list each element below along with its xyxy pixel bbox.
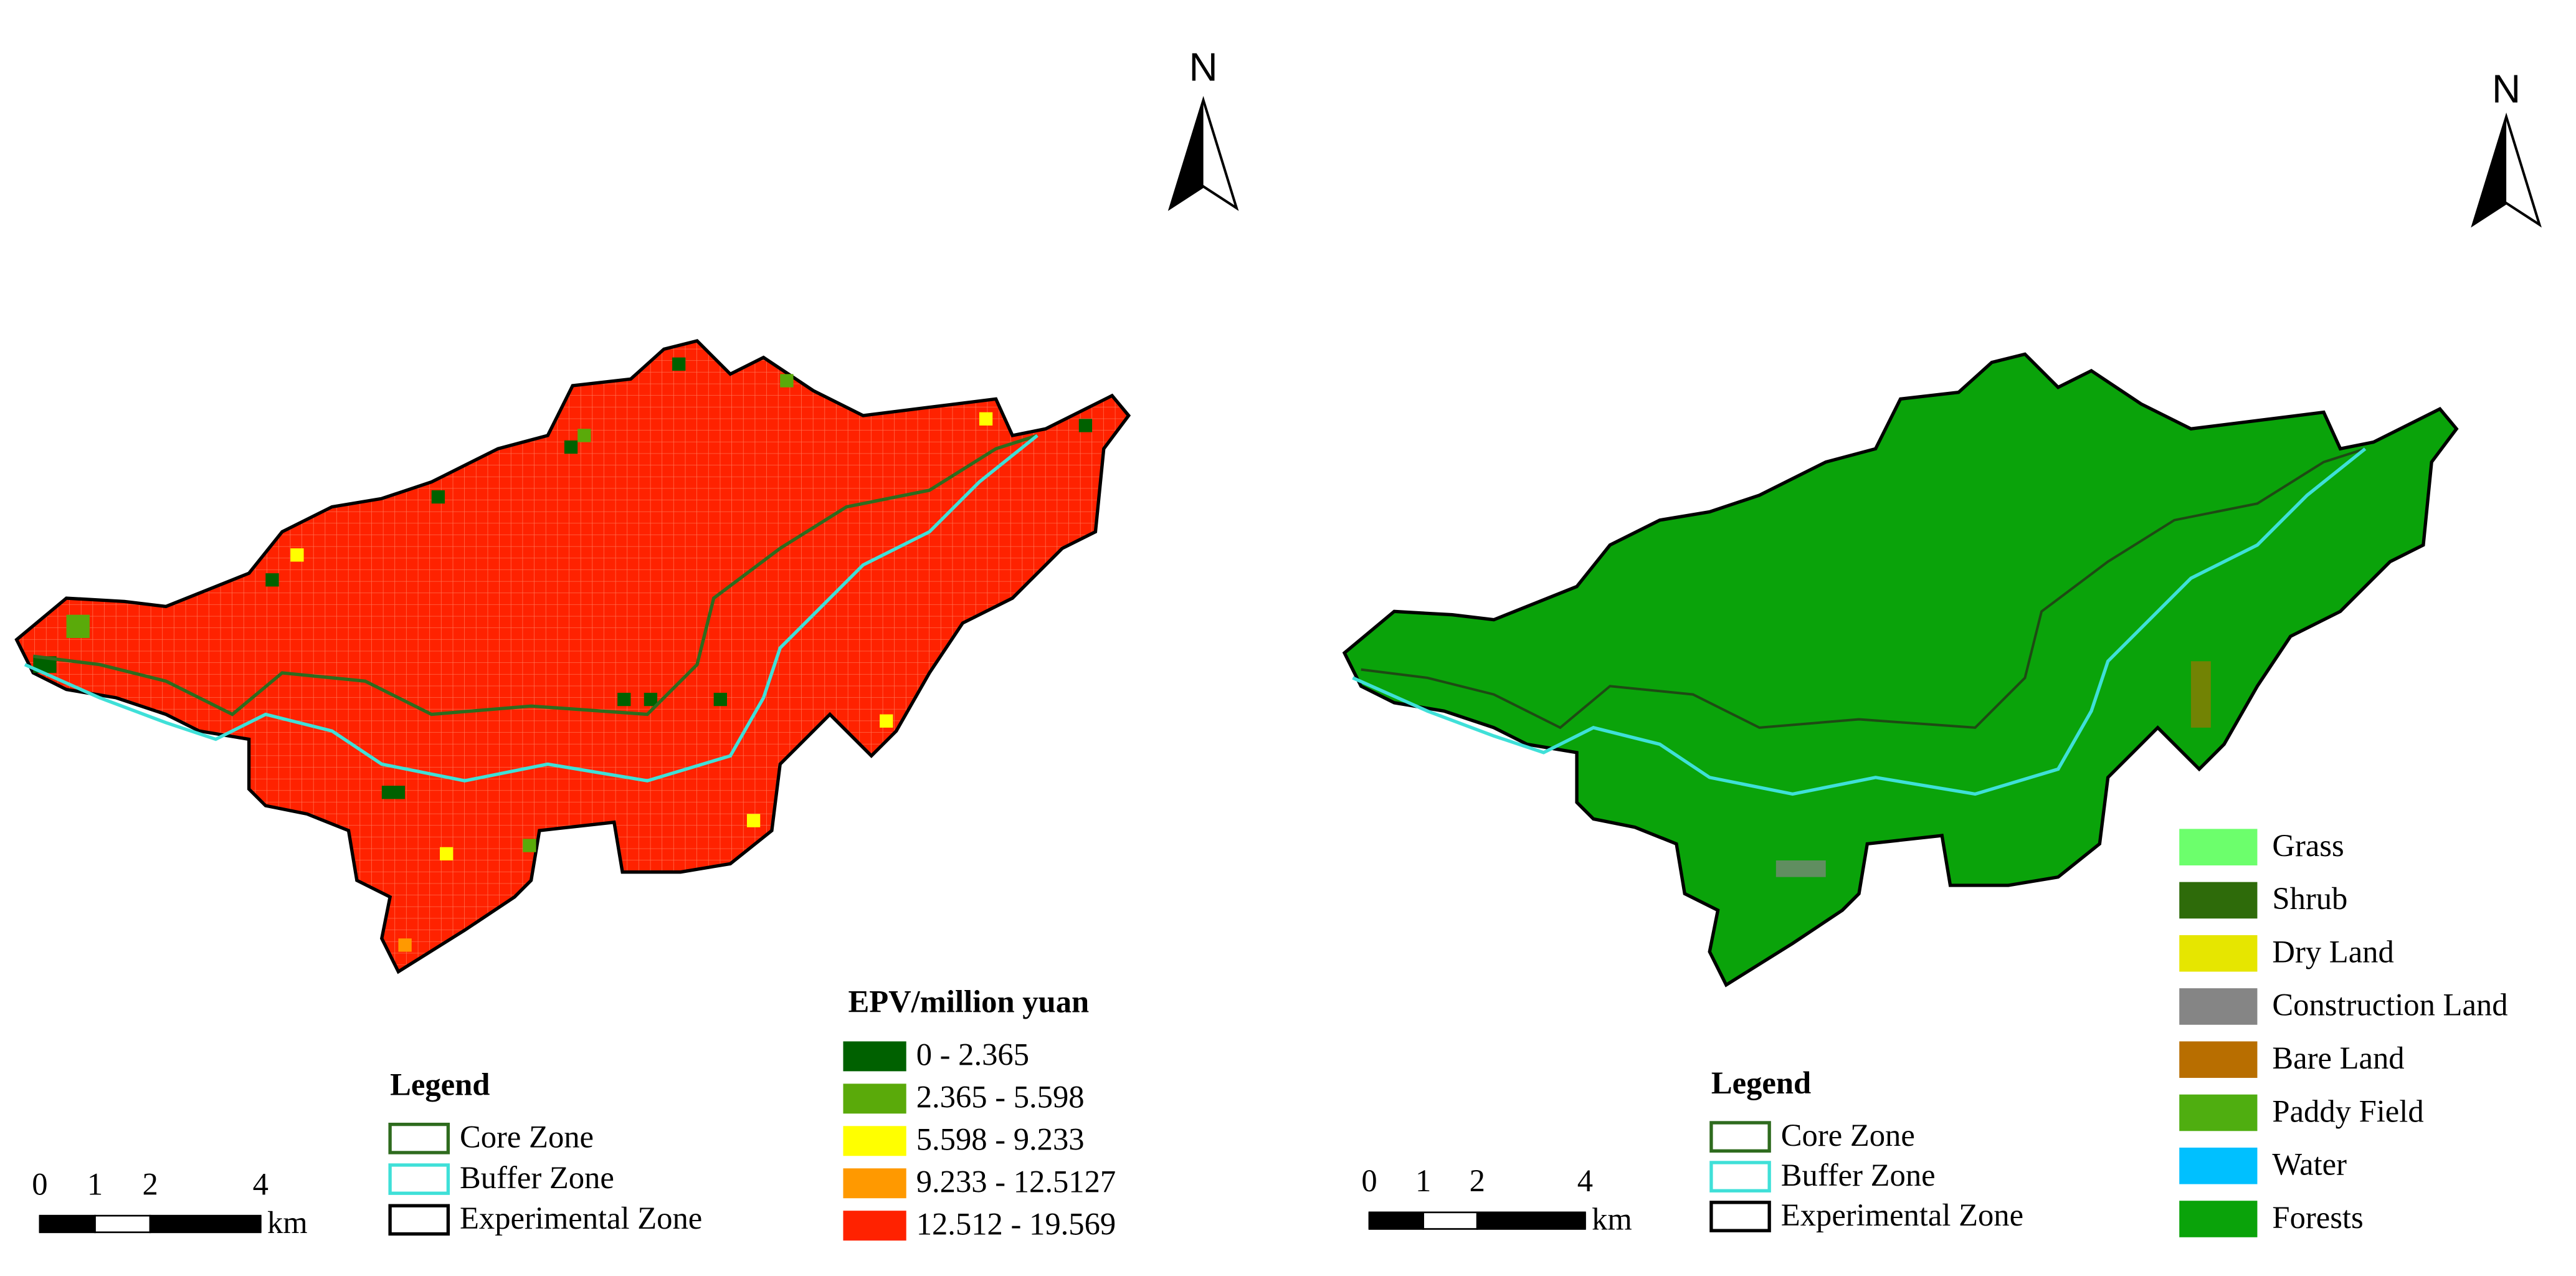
class-label: Grass — [2272, 828, 2344, 863]
class-label: Water — [2272, 1147, 2347, 1182]
scale-label: 0 — [32, 1166, 47, 1201]
land-use-map — [1344, 354, 2456, 984]
legend-label: Experimental Zone — [460, 1201, 702, 1236]
class-label: 9.233 - 12.5127 — [916, 1164, 1116, 1199]
class-swatch — [2179, 882, 2258, 919]
scale-unit: km — [267, 1205, 308, 1240]
legend-swatch — [388, 1204, 450, 1236]
scale-label: 2 — [142, 1166, 158, 1201]
class-label: Construction Land — [2272, 988, 2507, 1022]
buffer-zone-boundary — [1352, 447, 2367, 796]
legend-swatch — [1709, 1201, 1771, 1232]
class-swatch — [2179, 935, 2258, 972]
class-swatch — [843, 1041, 906, 1072]
low-value-cells — [33, 357, 1093, 952]
class-swatch — [2179, 1201, 2258, 1237]
class-label: Paddy Field — [2272, 1093, 2423, 1128]
north-label: N — [1189, 45, 1218, 90]
class-swatch — [843, 1168, 906, 1199]
scale-segment — [1422, 1211, 1478, 1230]
legend-label: Buffer Zone — [460, 1160, 614, 1195]
class-swatch — [2179, 829, 2258, 866]
scale-segment — [1476, 1211, 1586, 1230]
class-label: Forests — [2272, 1200, 2363, 1235]
class-swatch — [2179, 988, 2258, 1025]
legend-label: Experimental Zone — [1781, 1197, 2023, 1232]
scale-segment — [1368, 1211, 1424, 1230]
construction-patch — [1775, 860, 1826, 877]
core-zone-boundary — [1361, 447, 2366, 730]
scale-unit: km — [1592, 1201, 1632, 1236]
class-label: 0 - 2.365 — [916, 1037, 1029, 1072]
legend-swatch — [1709, 1161, 1771, 1193]
scale-segment — [149, 1214, 262, 1234]
core-zone-boundary — [32, 434, 1038, 717]
class-swatch — [843, 1126, 906, 1156]
class-swatch — [843, 1083, 906, 1114]
bare-land-patch — [2190, 661, 2211, 728]
class-label: 5.598 - 9.233 — [916, 1122, 1085, 1157]
class-label: 12.512 - 19.569 — [916, 1206, 1116, 1241]
epv-map — [17, 95, 1239, 972]
scale-label: 4 — [253, 1166, 269, 1201]
class-swatch — [843, 1211, 906, 1241]
legend-title: Legend — [390, 1067, 490, 1102]
class-legend-title: EPV/million yuan — [848, 984, 1089, 1019]
class-label: Dry Land — [2272, 934, 2393, 969]
scale-label: 1 — [87, 1166, 103, 1201]
class-label: 2.365 - 5.598 — [916, 1080, 1085, 1115]
scale-segment — [39, 1214, 96, 1234]
class-swatch — [2179, 1147, 2258, 1184]
reserve-area — [17, 341, 1129, 971]
legend-label: Buffer Zone — [1781, 1158, 1936, 1193]
scale-label: 0 — [1361, 1163, 1377, 1198]
legend-swatch — [388, 1122, 450, 1155]
legend-label: Core Zone — [1781, 1118, 1915, 1153]
legend-swatch — [388, 1163, 450, 1195]
class-label: Bare Land — [2272, 1040, 2404, 1075]
scale-label: 1 — [1415, 1163, 1431, 1198]
class-label: Shrub — [2272, 881, 2347, 916]
class-swatch — [2179, 1094, 2258, 1131]
scale-segment — [94, 1214, 151, 1234]
scale-label: 2 — [1470, 1163, 1485, 1198]
north-label: N — [2492, 66, 2521, 111]
legend-swatch — [1709, 1121, 1771, 1153]
scale-label: 4 — [1577, 1163, 1593, 1198]
legend-title: Legend — [1711, 1065, 1811, 1100]
north-arrow-shade — [2473, 117, 2507, 225]
buffer-zone-boundary — [24, 434, 1038, 783]
legend-label: Core Zone — [460, 1120, 594, 1155]
class-swatch — [2179, 1041, 2258, 1078]
